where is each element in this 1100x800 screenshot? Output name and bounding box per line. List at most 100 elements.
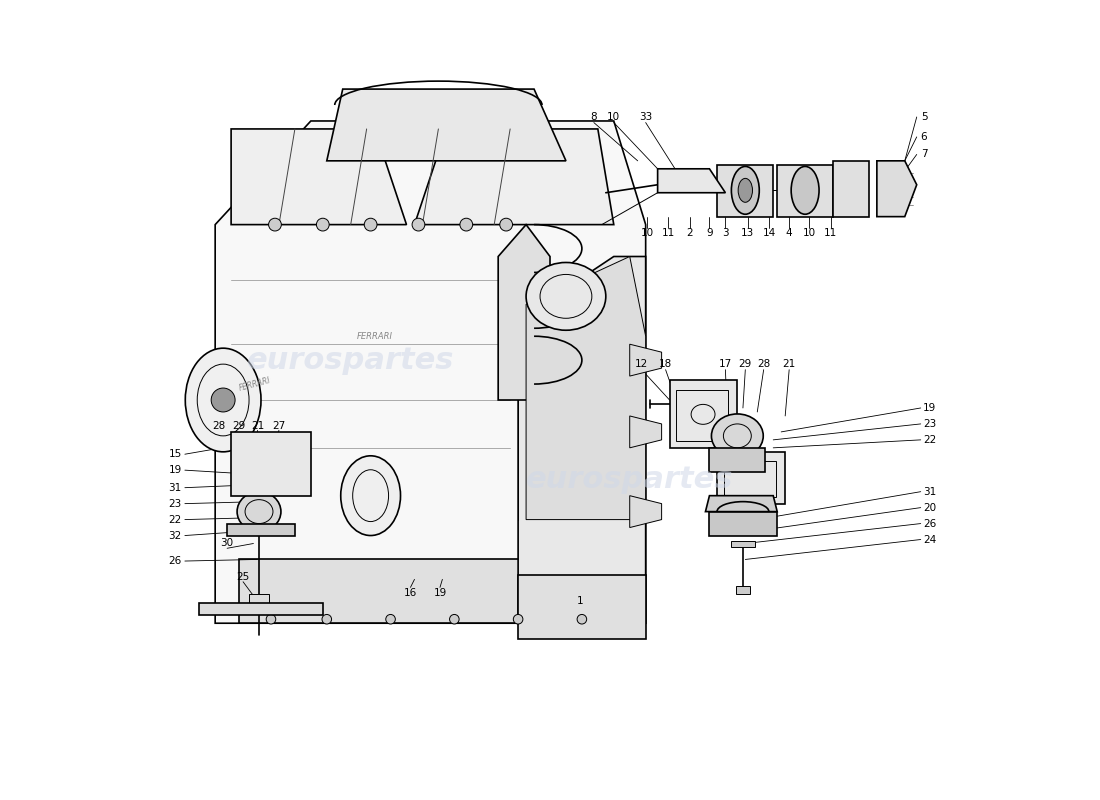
Polygon shape <box>710 448 766 472</box>
Text: 23: 23 <box>168 498 182 509</box>
Polygon shape <box>877 161 916 217</box>
Polygon shape <box>327 89 565 161</box>
Polygon shape <box>216 121 646 623</box>
Polygon shape <box>710 512 778 535</box>
Circle shape <box>317 218 329 231</box>
Bar <box>670 380 737 448</box>
Bar <box>676 390 728 442</box>
Circle shape <box>514 614 522 624</box>
Bar <box>736 586 750 594</box>
Text: 28: 28 <box>757 359 770 369</box>
Ellipse shape <box>738 178 752 202</box>
Circle shape <box>268 218 282 231</box>
Polygon shape <box>239 559 606 623</box>
Circle shape <box>450 614 459 624</box>
Text: 1: 1 <box>578 596 584 606</box>
Text: 16: 16 <box>404 588 417 598</box>
Polygon shape <box>231 432 311 496</box>
Text: eurospartes: eurospartes <box>248 346 454 374</box>
Polygon shape <box>833 161 869 217</box>
Ellipse shape <box>526 262 606 330</box>
Text: 14: 14 <box>762 227 776 238</box>
Circle shape <box>386 614 395 624</box>
Bar <box>249 594 270 603</box>
Polygon shape <box>199 603 322 615</box>
Text: 10: 10 <box>607 112 620 122</box>
Circle shape <box>460 218 473 231</box>
Text: 12: 12 <box>635 359 648 369</box>
Circle shape <box>364 218 377 231</box>
Circle shape <box>266 614 276 624</box>
Bar <box>717 165 773 217</box>
Circle shape <box>211 388 235 412</box>
Text: FERRARI: FERRARI <box>239 375 272 393</box>
Text: 30: 30 <box>221 538 233 549</box>
Bar <box>778 165 833 217</box>
Text: 7: 7 <box>921 150 927 159</box>
Text: 26: 26 <box>923 518 936 529</box>
Text: FERRARI: FERRARI <box>356 332 393 341</box>
Text: 4: 4 <box>785 227 792 238</box>
Text: 19: 19 <box>168 465 182 475</box>
Text: 19: 19 <box>923 403 936 413</box>
Polygon shape <box>629 416 661 448</box>
Text: 17: 17 <box>718 359 732 369</box>
Text: 25: 25 <box>236 572 250 582</box>
Ellipse shape <box>732 166 759 214</box>
Ellipse shape <box>238 492 280 531</box>
Text: 21: 21 <box>251 421 264 430</box>
Text: 5: 5 <box>921 112 927 122</box>
Ellipse shape <box>185 348 261 452</box>
Text: 28: 28 <box>212 421 226 430</box>
Ellipse shape <box>712 414 763 458</box>
Text: 21: 21 <box>782 359 795 369</box>
Polygon shape <box>629 344 661 376</box>
Text: 24: 24 <box>923 534 936 545</box>
Text: 31: 31 <box>923 486 936 497</box>
Text: 13: 13 <box>741 227 755 238</box>
Text: 10: 10 <box>803 227 816 238</box>
Bar <box>732 541 755 547</box>
Polygon shape <box>518 257 646 623</box>
Polygon shape <box>658 169 725 193</box>
Text: 22: 22 <box>168 514 182 525</box>
Circle shape <box>322 614 331 624</box>
Text: 6: 6 <box>921 132 927 142</box>
Ellipse shape <box>341 456 400 535</box>
Circle shape <box>412 218 425 231</box>
Text: 11: 11 <box>661 227 674 238</box>
Text: 15: 15 <box>168 450 182 459</box>
Text: 19: 19 <box>433 588 447 598</box>
Text: 29: 29 <box>739 359 752 369</box>
Text: 3: 3 <box>722 227 728 238</box>
Text: 33: 33 <box>639 112 652 122</box>
Text: 31: 31 <box>168 482 182 493</box>
Text: 2: 2 <box>686 227 693 238</box>
Text: 32: 32 <box>168 530 182 541</box>
Text: 26: 26 <box>168 556 182 566</box>
Polygon shape <box>415 129 614 225</box>
Polygon shape <box>526 257 646 519</box>
Circle shape <box>499 218 513 231</box>
Bar <box>227 523 295 535</box>
Circle shape <box>578 614 586 624</box>
Ellipse shape <box>791 166 820 214</box>
Polygon shape <box>231 129 407 225</box>
Text: 22: 22 <box>923 435 936 445</box>
Bar <box>724 462 776 498</box>
Bar <box>717 452 785 504</box>
Text: 20: 20 <box>923 502 936 513</box>
Text: 18: 18 <box>659 359 672 369</box>
Text: 29: 29 <box>232 421 245 430</box>
Text: 10: 10 <box>640 227 653 238</box>
Text: 11: 11 <box>824 227 837 238</box>
Text: 8: 8 <box>591 112 597 122</box>
Polygon shape <box>498 225 550 400</box>
Text: eurospartes: eurospartes <box>526 466 734 494</box>
Polygon shape <box>629 496 661 527</box>
Bar <box>518 575 646 639</box>
Text: 9: 9 <box>706 227 713 238</box>
Polygon shape <box>705 496 778 512</box>
Text: 23: 23 <box>923 419 936 429</box>
Text: 27: 27 <box>273 421 286 430</box>
